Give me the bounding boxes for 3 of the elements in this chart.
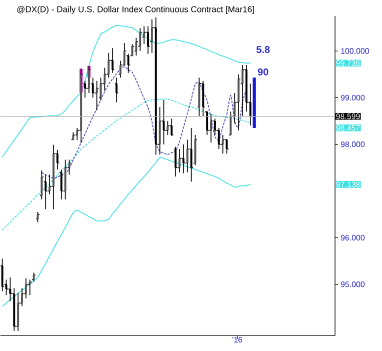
annotation: 5.8 [256,46,270,54]
chart-title: @DX(D) - Daily U.S. Dollar Index Continuous Contract [Mar16] [17,6,254,14]
annotation: 90 [258,68,268,76]
